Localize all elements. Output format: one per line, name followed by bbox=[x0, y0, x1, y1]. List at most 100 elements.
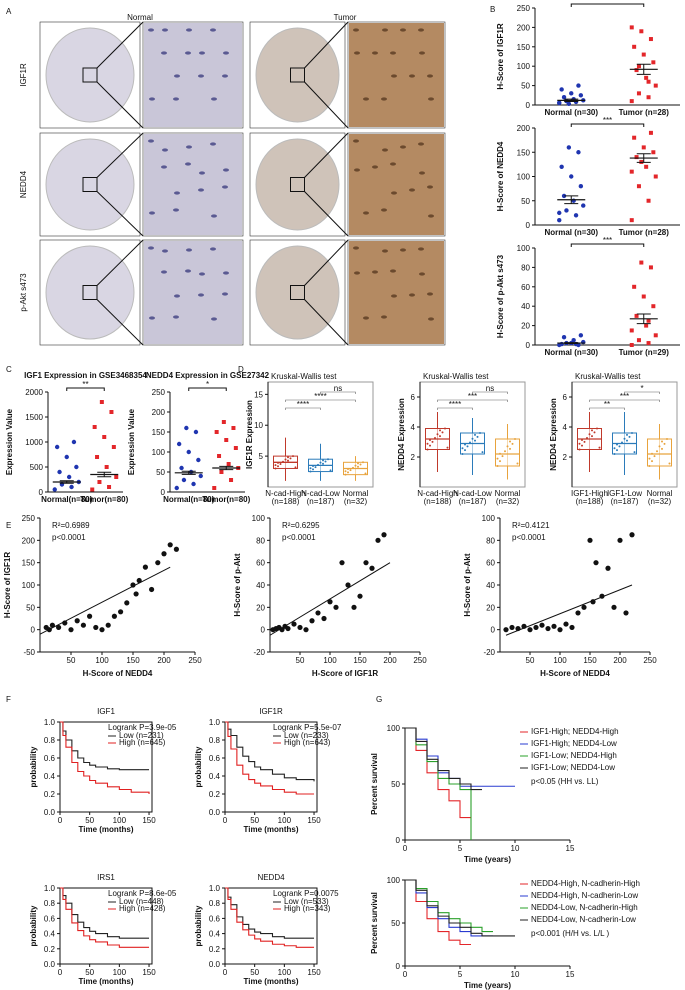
data-point bbox=[107, 485, 112, 489]
legend-label: IGF1-Low; NEDD4-High bbox=[531, 751, 617, 760]
sig-bracket bbox=[66, 387, 105, 391]
row-label: IGF1R bbox=[19, 63, 28, 87]
legend-label: NEDD4-Low, N-cadherin-Low bbox=[531, 915, 636, 924]
jitter bbox=[466, 445, 469, 448]
column-header: Tumor bbox=[334, 13, 357, 22]
y-tick-label: 60 bbox=[256, 559, 265, 568]
data-point bbox=[632, 284, 637, 289]
jitter bbox=[426, 442, 429, 445]
p-value: p<0.0001 bbox=[512, 533, 546, 542]
y-axis-label: probability bbox=[29, 905, 38, 946]
data-point bbox=[564, 208, 569, 213]
jitter bbox=[294, 466, 297, 469]
x-tick-label: 15 bbox=[566, 970, 575, 979]
nucleus bbox=[372, 51, 378, 55]
y-tick-label: 100 bbox=[517, 62, 531, 71]
data-point bbox=[566, 101, 572, 107]
group-label: (n=188) bbox=[576, 497, 604, 506]
nucleus bbox=[199, 272, 205, 276]
y-tick-label: 0.8 bbox=[44, 736, 56, 745]
x-tick-label: 5 bbox=[458, 970, 463, 979]
group-label: N-cad-High bbox=[265, 489, 305, 498]
data-point bbox=[303, 627, 309, 633]
error-bar bbox=[564, 195, 579, 205]
data-point bbox=[569, 91, 574, 96]
data-point bbox=[533, 624, 539, 631]
x-tick-label: 50 bbox=[67, 656, 76, 665]
data-point bbox=[632, 135, 637, 140]
nucleus bbox=[390, 269, 396, 273]
jitter bbox=[439, 435, 441, 438]
nucleus bbox=[418, 142, 424, 146]
data-point bbox=[93, 624, 99, 631]
tissue-core bbox=[255, 245, 340, 340]
nucleus bbox=[391, 294, 397, 298]
data-point bbox=[149, 586, 155, 593]
nucleus bbox=[148, 139, 154, 143]
y-tick-label: 0.4 bbox=[209, 930, 221, 939]
error-bar bbox=[59, 480, 74, 484]
x-tick-label: 250 bbox=[188, 656, 202, 665]
jitter bbox=[626, 439, 628, 442]
jitter bbox=[656, 450, 658, 453]
group-label: (n=32) bbox=[496, 497, 520, 506]
data-point bbox=[71, 439, 77, 445]
data-point bbox=[593, 560, 599, 566]
nucleus bbox=[382, 249, 388, 253]
tissue-core bbox=[45, 138, 135, 231]
nucleus bbox=[210, 142, 216, 146]
survival-curve bbox=[405, 727, 471, 819]
data-point bbox=[509, 624, 515, 631]
row-label: NEDD4 bbox=[19, 170, 28, 198]
x-tick-label: 200 bbox=[383, 656, 397, 665]
data-point bbox=[357, 593, 363, 599]
legend-label: High (n=643) bbox=[284, 738, 331, 747]
zoom-line bbox=[96, 299, 144, 346]
box bbox=[647, 438, 672, 467]
y-tick-label: 0.0 bbox=[44, 808, 56, 817]
data-point bbox=[109, 410, 114, 414]
data-point bbox=[639, 29, 644, 34]
nucleus bbox=[198, 293, 204, 297]
data-point bbox=[557, 627, 563, 633]
y-tick-label: 0.2 bbox=[44, 790, 56, 799]
sig-label: **** bbox=[449, 400, 461, 409]
sig-bracket bbox=[472, 391, 508, 394]
data-point bbox=[566, 145, 572, 150]
y-tick-label: 0.6 bbox=[44, 754, 56, 763]
jitter bbox=[312, 468, 314, 471]
nucleus bbox=[391, 191, 397, 195]
plot-title: NEDD4 Expression in GSE27342 bbox=[146, 371, 270, 380]
data-point bbox=[641, 145, 646, 150]
jitter bbox=[287, 456, 289, 459]
jitter bbox=[598, 446, 601, 449]
group-label: Normal bbox=[343, 489, 369, 498]
legend-label: Low (n=533) bbox=[284, 897, 329, 906]
y-tick-label: -50 bbox=[23, 648, 35, 657]
data-point bbox=[184, 425, 189, 431]
survival-curve bbox=[405, 727, 472, 840]
nucleus bbox=[148, 246, 154, 250]
y-axis-label: probability bbox=[194, 905, 203, 946]
x-tick-label: 50 bbox=[85, 968, 94, 977]
y-tick-label: 100 bbox=[387, 876, 401, 885]
jitter bbox=[618, 445, 621, 448]
y-tick-label: 0 bbox=[161, 488, 166, 497]
sig-label: *** bbox=[603, 116, 612, 125]
jitter bbox=[284, 458, 287, 461]
plot-title: IGF1R bbox=[259, 707, 283, 716]
y-tick-label: 2 bbox=[411, 453, 416, 462]
group-label: Normal (n=30) bbox=[544, 348, 598, 357]
data-point bbox=[561, 95, 567, 100]
nucleus bbox=[174, 74, 180, 78]
jitter bbox=[583, 440, 586, 443]
y-tick-label: 100 bbox=[517, 244, 531, 253]
nucleus bbox=[418, 28, 424, 32]
micrograph bbox=[144, 241, 242, 344]
y-tick-label: -20 bbox=[253, 648, 265, 657]
nucleus bbox=[427, 185, 433, 189]
data-point bbox=[54, 444, 60, 450]
plot-title: Kruskal-Wallis test bbox=[423, 372, 489, 381]
data-point bbox=[634, 155, 639, 160]
y-tick-label: 200 bbox=[22, 536, 36, 545]
